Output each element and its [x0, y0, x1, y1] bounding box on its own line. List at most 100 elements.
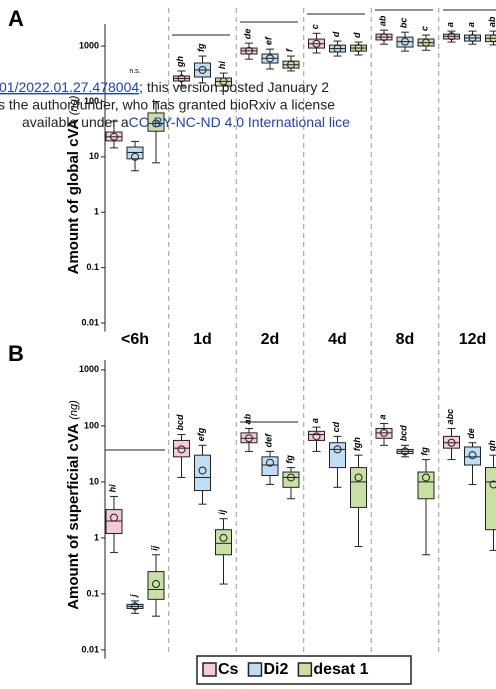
group-letter: a	[310, 418, 320, 423]
brackets	[105, 9, 496, 451]
watermark-text: ; this version posted January 2	[139, 79, 329, 95]
x-tick-label: <6h	[121, 331, 149, 348]
mean	[489, 34, 496, 43]
y-axis-title: Amount of superficial cVA (ng)	[65, 400, 82, 610]
group-letter: gh	[487, 440, 496, 452]
y-tick-label: 1000	[79, 364, 99, 374]
group-letter: f	[284, 48, 294, 52]
legend-label: desat 1	[313, 661, 368, 678]
mean	[245, 46, 253, 55]
group-letter: d	[352, 32, 362, 38]
legend-label: Di2	[263, 661, 288, 678]
mean	[333, 44, 342, 53]
group-letter: j	[128, 594, 138, 598]
mean	[468, 451, 477, 460]
mean	[110, 132, 118, 141]
group-letter: c	[419, 26, 429, 31]
group-letter: fg	[419, 447, 429, 456]
y-tick-label: 10	[89, 476, 99, 486]
mean	[447, 32, 456, 41]
mean	[401, 37, 409, 46]
y-tick-label: 1	[94, 207, 99, 217]
group-letter: bc	[398, 18, 408, 29]
mean	[110, 513, 118, 522]
group-letter: de	[242, 29, 252, 40]
mean	[333, 445, 342, 454]
box	[485, 467, 496, 531]
box	[282, 471, 300, 488]
group-letter: d	[331, 31, 341, 37]
x-tick-label: 12d	[459, 331, 487, 348]
mean	[287, 473, 295, 482]
box	[194, 454, 211, 492]
mean	[380, 428, 388, 437]
mean	[312, 432, 321, 441]
box	[464, 446, 481, 466]
mean	[468, 33, 477, 42]
group-letter: c	[310, 24, 320, 29]
box	[147, 571, 165, 600]
y-tick-label: 1000	[79, 40, 99, 50]
group-letter: bcd	[175, 414, 185, 431]
group-letter: a	[377, 415, 387, 420]
annotation: n.s.	[129, 68, 140, 75]
watermark: 01/2022.01.27.478004; this version poste…	[0, 79, 329, 95]
group-letter: hi	[217, 61, 227, 69]
legend-swatch	[247, 662, 263, 677]
x-tick-label: 1d	[193, 331, 212, 348]
group-letter: bcd	[398, 425, 408, 442]
box	[417, 471, 435, 500]
mean	[152, 119, 160, 128]
y-axis-title: Amount of global cVA (ng)	[65, 95, 82, 274]
x-tick-label: 2d	[261, 331, 280, 348]
y-tick-label: 1	[94, 532, 99, 542]
y-tick-label: 0.01	[81, 317, 99, 327]
y-axis-title-text: Amount of global cVA	[65, 115, 82, 274]
mean	[219, 533, 228, 542]
mean	[422, 473, 430, 482]
mean	[489, 480, 496, 489]
y-axis-title-text: Amount of superficial cVA	[65, 420, 82, 610]
mean	[312, 39, 321, 48]
y-tick-label: 100	[84, 420, 99, 430]
mean	[354, 44, 363, 53]
group-letter: cd	[331, 421, 341, 432]
box	[147, 112, 165, 132]
group-letter: fg	[284, 455, 294, 464]
mean	[177, 74, 186, 83]
legend-swatch	[202, 662, 217, 677]
box	[215, 529, 232, 556]
watermark-link: CC-BY-NC-ND 4.0 International lice	[129, 114, 350, 130]
y-tick-label: 0.01	[81, 644, 99, 654]
mean	[198, 65, 207, 74]
group-letter: fg	[196, 43, 206, 52]
mean	[131, 602, 139, 611]
group-letter: ef	[263, 36, 273, 45]
mean	[401, 447, 409, 456]
mean	[266, 54, 274, 63]
mean	[152, 580, 160, 589]
group-letter: gh	[175, 55, 185, 67]
mean	[177, 445, 186, 454]
legend-label: Cs	[218, 661, 239, 678]
box	[329, 442, 346, 469]
mean	[131, 152, 139, 161]
group-letter: ab	[377, 15, 387, 26]
x-tick-label: 4d	[328, 331, 347, 348]
y-axis-unit: (ng)	[68, 400, 80, 420]
group-letter: fgh	[352, 437, 362, 451]
mean	[266, 458, 274, 467]
group-letter: ij	[149, 545, 159, 551]
mean	[245, 434, 253, 443]
y-tick-label: 0.1	[86, 262, 99, 272]
group-letter: ab	[242, 413, 252, 424]
mean	[287, 60, 295, 69]
legend-swatch	[297, 662, 313, 677]
group-letter: hi	[107, 484, 117, 492]
y-tick-label: 0.1	[86, 588, 99, 598]
y-axis-unit: (ng)	[68, 95, 80, 115]
mean	[422, 38, 430, 47]
y-tick-label: 10	[89, 151, 99, 161]
y-tick-label: 100	[84, 96, 99, 106]
x-tick-label: 8d	[396, 331, 415, 348]
